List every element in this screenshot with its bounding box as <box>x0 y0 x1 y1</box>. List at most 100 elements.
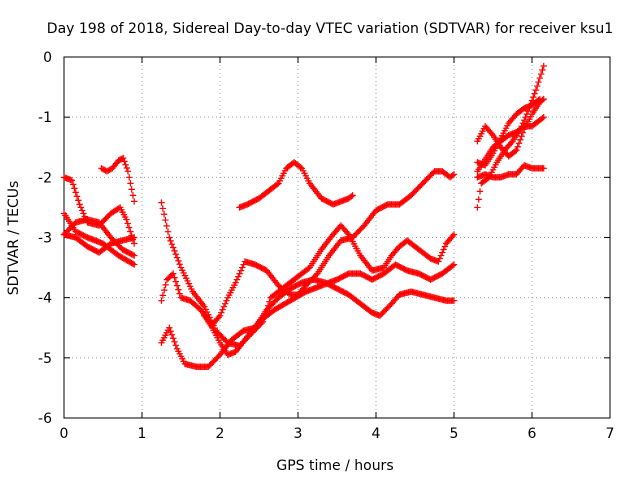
data-point <box>239 264 246 271</box>
data-point <box>532 86 540 94</box>
data-point <box>531 90 538 97</box>
data-point <box>449 232 456 240</box>
data-point <box>297 164 304 171</box>
x-tick-label: 1 <box>138 426 147 442</box>
data-point <box>68 177 75 184</box>
data-point <box>71 185 78 192</box>
data-point <box>173 254 181 261</box>
data-point <box>176 261 183 268</box>
x-tick-label: 7 <box>606 426 615 442</box>
y-axis-label: SDTVAR / TECUs <box>6 181 22 296</box>
data-point <box>77 204 85 211</box>
data-point <box>160 211 168 218</box>
data-point <box>126 174 133 181</box>
data-point <box>171 247 178 255</box>
data-point <box>72 189 79 196</box>
data-point <box>124 220 131 227</box>
data-point <box>437 252 445 259</box>
series-arc-j <box>236 159 356 211</box>
x-tick-label: 6 <box>528 426 537 442</box>
data-point <box>170 270 177 277</box>
y-tick-label: -6 <box>38 411 52 427</box>
data-point <box>120 154 127 162</box>
data-point <box>222 300 229 307</box>
data-point <box>513 147 520 154</box>
data-point <box>536 74 543 82</box>
data-point <box>534 82 541 90</box>
x-axis-label: GPS time / hours <box>276 458 393 474</box>
data-point <box>474 204 481 211</box>
data-point <box>233 276 241 283</box>
series-arc-d <box>60 216 138 259</box>
data-point <box>166 234 173 241</box>
data-point <box>215 314 222 321</box>
data-point <box>131 198 138 205</box>
data-point <box>511 148 519 155</box>
data-point <box>449 262 456 269</box>
data-point <box>171 274 178 281</box>
data-point <box>220 303 228 310</box>
data-point <box>535 78 542 86</box>
data-point <box>75 197 82 204</box>
data-point <box>131 261 138 268</box>
data-point <box>235 273 242 280</box>
data-point <box>218 309 225 316</box>
data-point <box>436 255 443 262</box>
data-point <box>223 297 230 304</box>
data-point <box>540 62 547 70</box>
data-point <box>129 260 137 268</box>
series-arc-l <box>474 95 547 160</box>
data-point <box>508 139 515 146</box>
data-point <box>535 96 542 104</box>
data-point <box>449 172 456 179</box>
data-point <box>175 286 182 293</box>
data-point <box>450 231 458 238</box>
data-point <box>236 270 243 277</box>
x-tick-label: 4 <box>372 426 381 442</box>
data-point <box>441 243 449 250</box>
data-point <box>127 180 134 187</box>
data-point <box>80 210 87 217</box>
y-tick-label: -2 <box>38 170 52 186</box>
data-point <box>76 201 83 208</box>
data-point <box>123 216 130 223</box>
data-point <box>122 161 129 168</box>
data-point <box>173 282 181 289</box>
data-point <box>518 133 525 140</box>
data-point <box>125 224 133 231</box>
data-point <box>162 216 169 224</box>
data-point <box>450 261 458 268</box>
data-point <box>162 281 169 289</box>
data-point <box>348 193 355 200</box>
chart-title: Day 198 of 2018, Sidereal Day-to-day VTE… <box>47 21 613 37</box>
data-point <box>440 246 447 253</box>
data-point <box>237 267 245 274</box>
data-point <box>514 143 521 150</box>
data-point <box>158 199 165 206</box>
y-tick-label: -5 <box>38 351 52 367</box>
x-tick-label: 3 <box>294 426 303 442</box>
data-point <box>519 129 527 136</box>
data-point <box>167 328 174 335</box>
data-point <box>158 297 165 304</box>
data-point <box>129 251 137 259</box>
series-arc-n <box>474 162 547 181</box>
data-point <box>349 192 356 199</box>
data-point <box>219 306 226 313</box>
data-point <box>127 228 134 235</box>
data-point <box>450 297 458 304</box>
series-arc-i <box>201 261 458 359</box>
data-point <box>69 181 77 188</box>
data-point <box>515 140 523 147</box>
data-point <box>168 240 176 248</box>
data-point <box>216 312 224 319</box>
data-point <box>159 292 167 299</box>
data-point <box>521 116 528 124</box>
data-point <box>168 331 176 338</box>
data-point <box>539 114 546 122</box>
x-tick-label: 5 <box>450 426 459 442</box>
data-point <box>167 237 174 245</box>
x-tick-label: 0 <box>60 426 69 442</box>
data-point <box>171 338 178 345</box>
